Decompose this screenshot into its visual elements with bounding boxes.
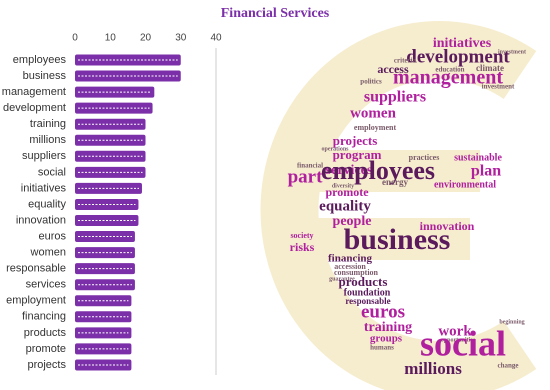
- chart-title: Financial Services: [221, 6, 330, 21]
- cloud-word: products: [339, 274, 388, 289]
- cloud-word: practices: [409, 153, 440, 162]
- x-tick-label: 30: [175, 33, 187, 44]
- bar: [75, 231, 135, 243]
- cloud-word: financial: [297, 162, 323, 170]
- cloud-word: consumption: [334, 268, 379, 277]
- x-tick-label: 10: [105, 33, 117, 44]
- cloud-word: employment: [354, 123, 397, 132]
- x-tick-label: 20: [140, 33, 152, 44]
- cloud-word: part: [288, 166, 324, 187]
- bar: [75, 279, 135, 291]
- cloud-word: training: [364, 320, 412, 335]
- y-tick-label: equality: [28, 198, 66, 210]
- y-tick-label: training: [30, 118, 66, 130]
- bar: [75, 182, 142, 194]
- cloud-word: promote: [325, 185, 369, 199]
- cloud-word: social: [420, 323, 506, 363]
- cloud-word: responsable: [345, 296, 390, 306]
- x-tick-label: 40: [210, 33, 222, 44]
- cloud-word: opportunities: [441, 337, 476, 343]
- cloud-word: program: [333, 147, 382, 162]
- y-tick-label: employees: [13, 54, 67, 66]
- cloud-word: accession: [334, 262, 366, 271]
- cloud-word: environmental: [434, 179, 496, 190]
- cloud-word: criteria: [394, 57, 417, 65]
- cloud-word: work: [438, 323, 472, 339]
- cloud-word: guarantee: [329, 276, 355, 282]
- y-tick-label: business: [23, 70, 67, 82]
- y-tick-label: promote: [26, 343, 66, 355]
- cloud-word: management: [393, 67, 503, 89]
- y-tick-label: products: [24, 327, 67, 339]
- cloud-word: change: [498, 362, 519, 370]
- x-tick-label: 0: [72, 33, 78, 44]
- word-cloud: initiativesinvestmentdevelopmentcriteria…: [288, 36, 526, 378]
- y-tick-label: suppliers: [22, 150, 67, 162]
- cloud-word: beginning: [499, 319, 524, 325]
- y-tick-label: employment: [6, 295, 66, 307]
- cloud-word: employees: [321, 156, 435, 185]
- cloud-word: business: [344, 223, 451, 256]
- cloud-word: development: [406, 46, 510, 67]
- cloud-word: investment: [482, 83, 515, 91]
- y-tick-label: innovation: [16, 214, 66, 226]
- cloud-word: society: [290, 231, 313, 240]
- cloud-word: financing: [328, 253, 373, 265]
- cloud-word: euros: [361, 301, 405, 322]
- cloud-word: energy: [382, 177, 408, 187]
- cloud-word: politics: [360, 78, 382, 86]
- cloud-word: equality: [319, 198, 371, 214]
- cloud-word: millions: [404, 359, 462, 378]
- cloud-word: groups: [370, 333, 403, 345]
- y-tick-label: management: [2, 86, 66, 98]
- y-tick-label: initiatives: [21, 182, 67, 194]
- y-tick-label: women: [30, 247, 66, 259]
- cloud-word: people: [333, 214, 372, 229]
- cloud-word: climate: [476, 63, 504, 73]
- cloud-word: risks: [290, 240, 315, 254]
- cloud-word: initiatives: [433, 36, 492, 51]
- y-tick-label: services: [26, 279, 67, 291]
- cloud-word: plan: [471, 163, 501, 180]
- euro-symbol: [260, 21, 537, 390]
- y-tick-label: financing: [22, 311, 66, 323]
- cloud-word: access: [377, 62, 409, 76]
- cloud-word: sustainable: [454, 152, 502, 163]
- cloud-word: operations: [322, 146, 350, 152]
- y-tick-label: millions: [29, 134, 66, 146]
- cloud-word: foundation: [344, 287, 391, 298]
- y-tick-label: social: [38, 166, 66, 178]
- cloud-word: innovation: [420, 219, 475, 233]
- cloud-word: suppliers: [364, 89, 426, 106]
- cloud-word: investment: [498, 49, 526, 55]
- y-tick-label: euros: [38, 230, 66, 242]
- cloud-word: education: [435, 66, 464, 74]
- cloud-word: humans: [370, 344, 394, 352]
- cloud-word: diversity: [332, 183, 354, 189]
- y-tick-label: projects: [27, 359, 66, 371]
- bar: [75, 263, 135, 275]
- bar: [75, 247, 135, 259]
- y-tick-label: development: [3, 102, 66, 114]
- cloud-word: women: [350, 105, 396, 121]
- y-tick-label: responsable: [6, 263, 66, 275]
- cloud-word: projects: [333, 133, 378, 148]
- cloud-word: services: [326, 163, 373, 178]
